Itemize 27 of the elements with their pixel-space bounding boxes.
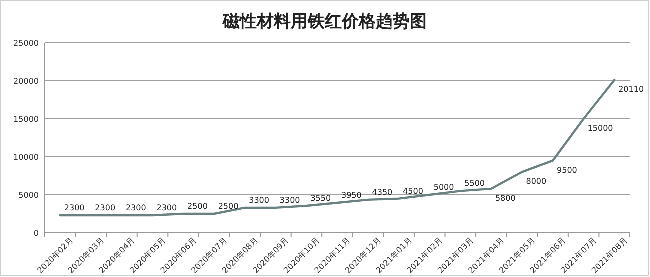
data-label: 4500 (403, 186, 424, 196)
y-tick-label: 10000 (14, 153, 39, 162)
data-label: 4350 (372, 188, 393, 197)
data-label: 8000 (526, 177, 547, 186)
y-tick-label: 15000 (14, 115, 39, 124)
data-label: 2300 (126, 204, 146, 213)
data-label: 3300 (249, 196, 270, 205)
title: 磁性材料用铁红价格趋势图 (223, 12, 427, 32)
data-label: 3300 (280, 196, 300, 205)
data-label: 20110 (618, 85, 644, 94)
data-label: 2500 (188, 202, 208, 211)
data-label: 2300 (156, 204, 178, 213)
y-tick-label: 20000 (14, 77, 39, 86)
line-series (59, 79, 616, 217)
data-label: 9500 (557, 166, 578, 175)
data-label: 3550 (310, 194, 332, 204)
y-tick-label: 25000 (14, 39, 39, 48)
data-label: 15000 (588, 124, 614, 133)
y-tick-label: 0 (34, 229, 39, 238)
data-label: 3950 (342, 190, 362, 200)
data-label: 2300 (64, 204, 85, 213)
data-label: 5800 (495, 194, 516, 203)
data-label: 5500 (464, 179, 486, 188)
data-label: 2300 (95, 204, 116, 213)
y-tick-label: 5000 (18, 191, 39, 200)
data-label: 2500 (218, 202, 239, 211)
data-label: 5000 (434, 183, 454, 192)
